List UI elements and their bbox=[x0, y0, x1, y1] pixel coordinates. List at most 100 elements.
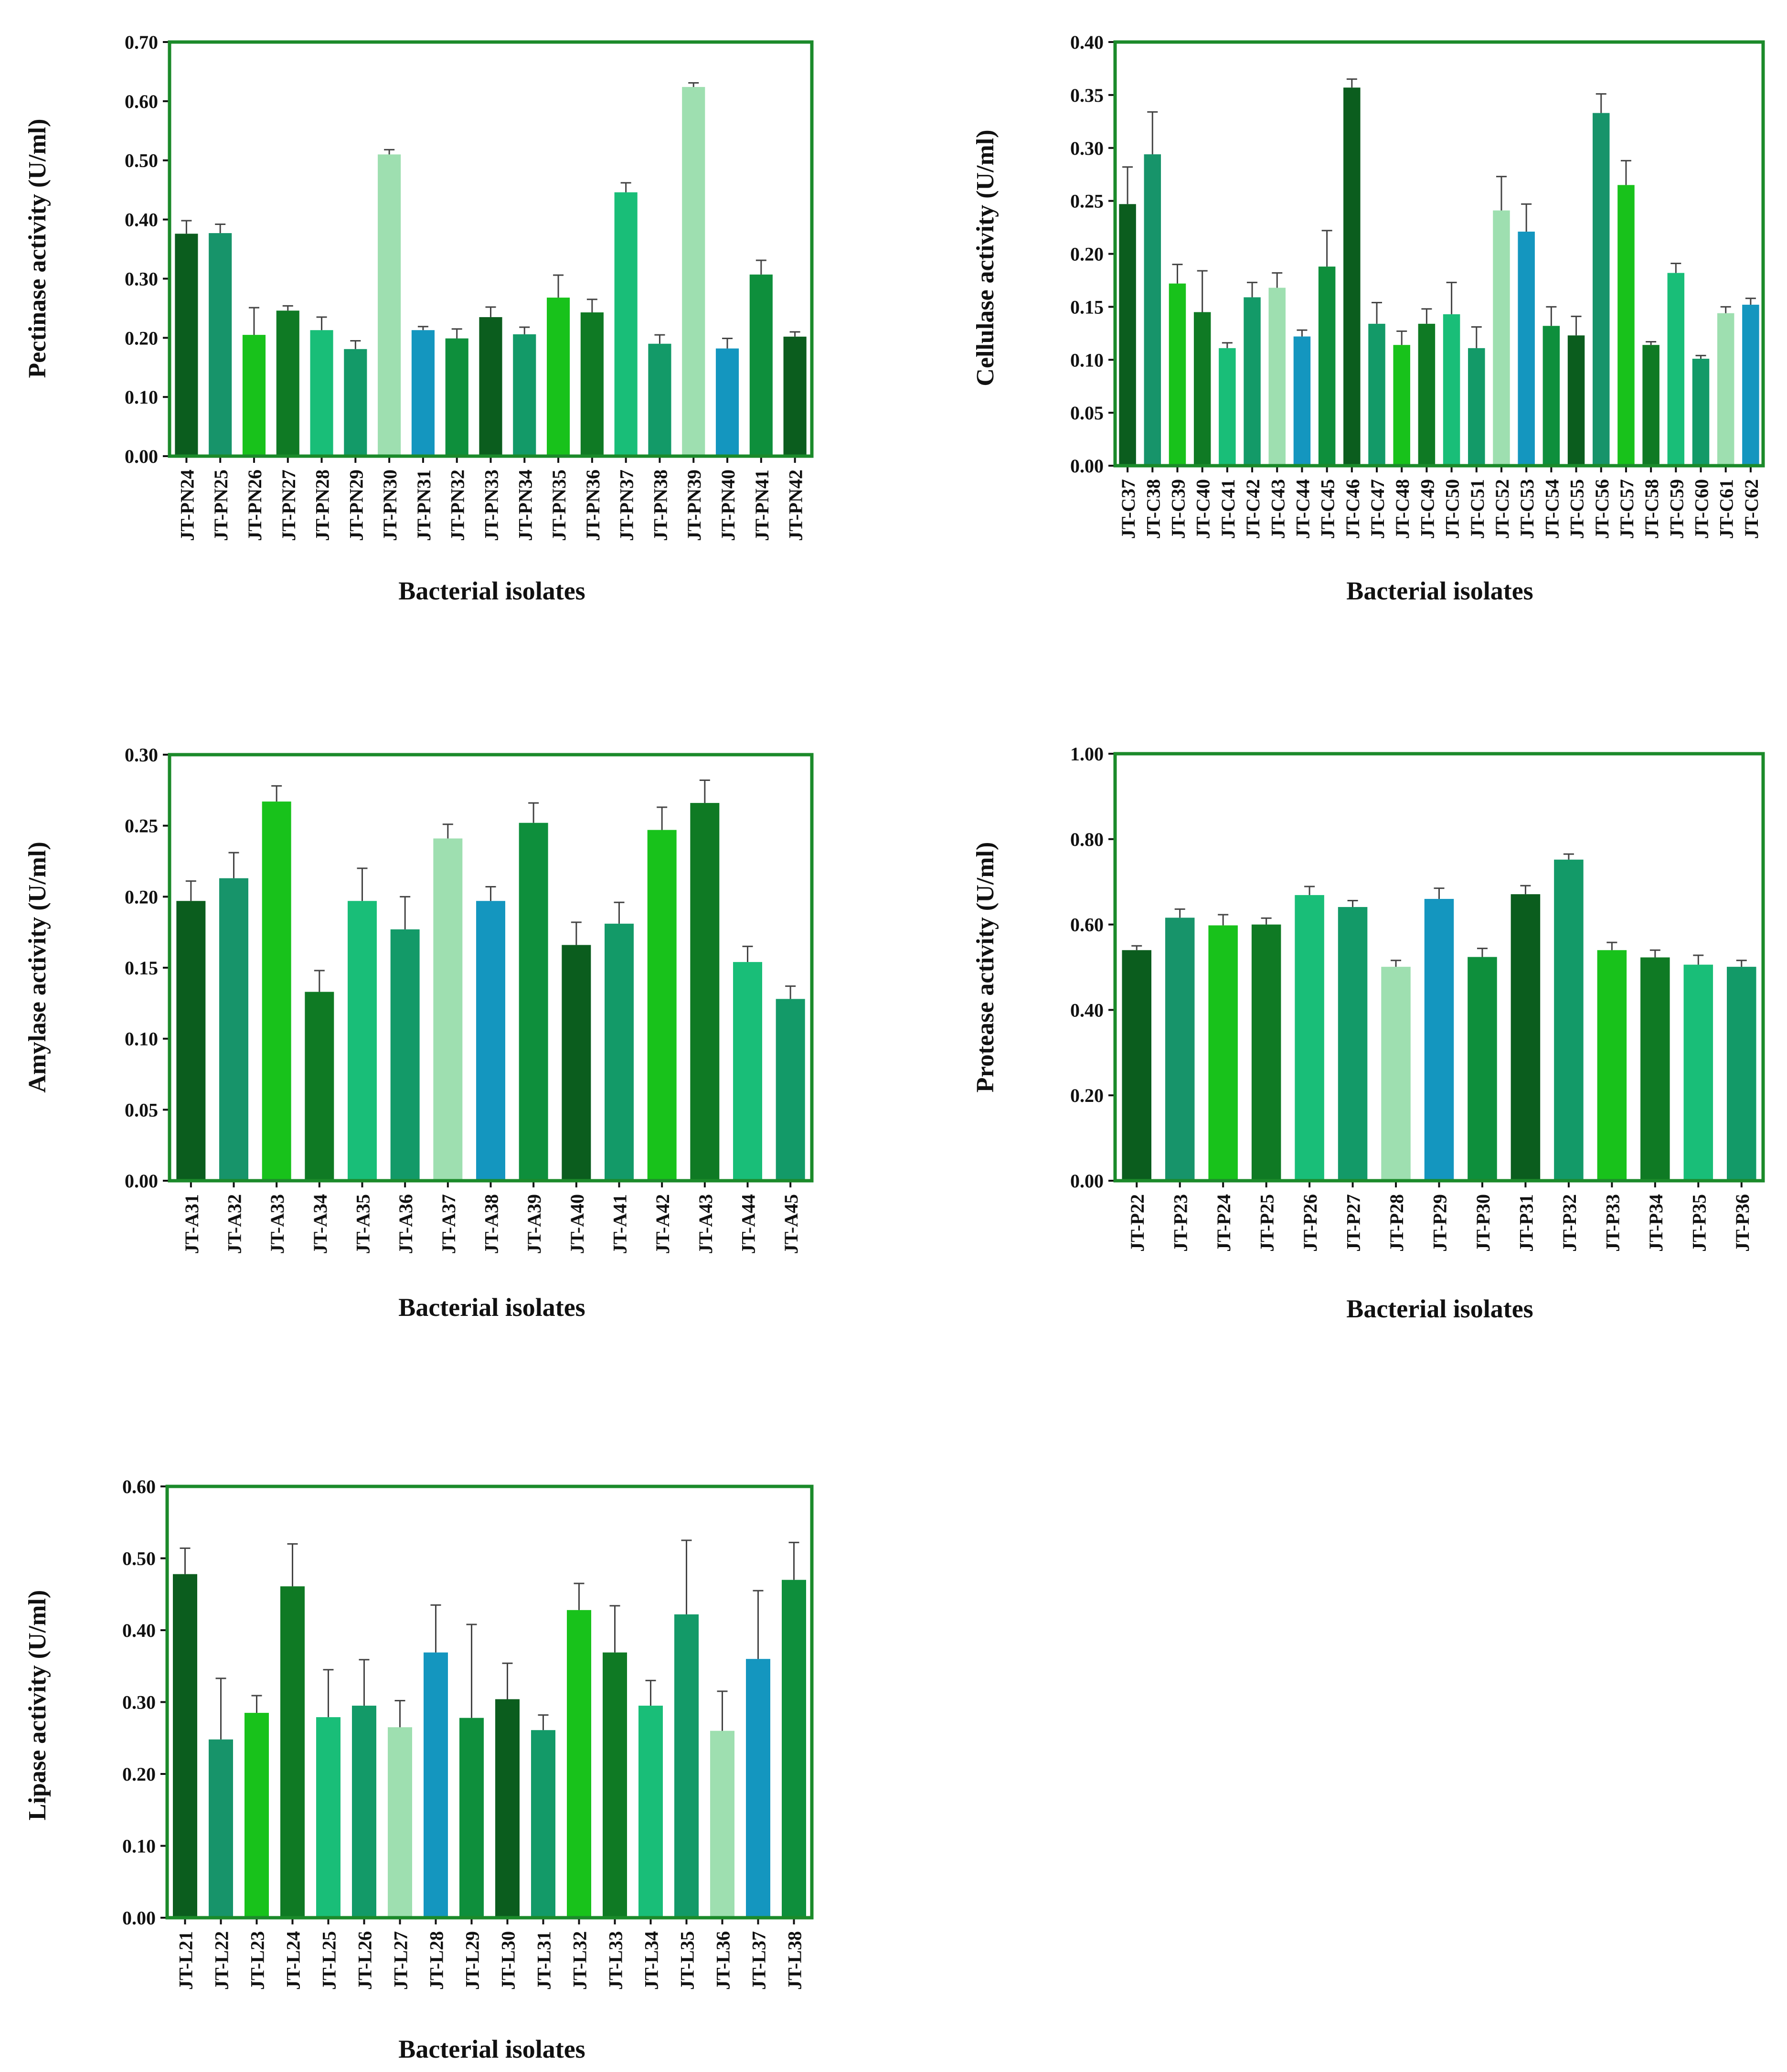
x-tick-label: JT-L27 bbox=[390, 1931, 412, 1990]
x-tick-label: JT-PN41 bbox=[751, 470, 773, 541]
x-tick-label: JT-C51 bbox=[1467, 479, 1488, 539]
bar bbox=[242, 335, 266, 456]
bar bbox=[614, 192, 638, 456]
x-tick-label: JT-PN34 bbox=[514, 470, 536, 541]
x-tick-label: JT-L23 bbox=[247, 1931, 268, 1990]
x-tick-label: JT-L34 bbox=[641, 1931, 662, 1990]
bar bbox=[176, 901, 206, 1181]
x-tick-label: JT-C43 bbox=[1267, 479, 1288, 539]
x-tick-label: JT-PN31 bbox=[413, 470, 435, 541]
bar bbox=[1692, 359, 1710, 466]
x-tick-label: JT-C39 bbox=[1167, 479, 1189, 539]
x-tick-label: JT-P26 bbox=[1299, 1194, 1321, 1252]
x-tick-label: JT-PN24 bbox=[176, 470, 198, 541]
x-tick-label: JT-P24 bbox=[1213, 1194, 1234, 1252]
x-tick-label: JT-A33 bbox=[266, 1194, 288, 1254]
bar bbox=[262, 801, 291, 1181]
x-tick-label: JT-PN27 bbox=[278, 470, 299, 541]
panel-amylase: Amylase activity (U/ml) Bacterial isolat… bbox=[24, 744, 814, 1322]
x-tick-label: JT-P27 bbox=[1343, 1194, 1364, 1252]
x-tick-label: JT-C61 bbox=[1716, 479, 1737, 539]
x-tick-label: JT-PN35 bbox=[548, 470, 570, 541]
x-tick-label: JT-A38 bbox=[481, 1194, 502, 1254]
x-tick-label: JT-C54 bbox=[1541, 479, 1563, 539]
x-tick-label: JT-L33 bbox=[605, 1931, 627, 1990]
bar bbox=[1338, 907, 1368, 1181]
bar bbox=[1193, 312, 1211, 466]
x-tick-label: JT-C47 bbox=[1367, 479, 1388, 539]
y-tick-label: 0.60 bbox=[1070, 914, 1104, 936]
y-tick-label: 0.40 bbox=[125, 209, 158, 231]
bar bbox=[682, 87, 705, 457]
plot-frame bbox=[168, 753, 814, 1183]
y-tick-label: 0.30 bbox=[1070, 138, 1104, 159]
bar bbox=[710, 1730, 734, 1918]
y-tick-label: 0.15 bbox=[125, 957, 158, 979]
x-tick-label: JT-PN42 bbox=[785, 470, 807, 541]
x-tick-label: JT-C41 bbox=[1217, 479, 1239, 539]
bar bbox=[531, 1730, 555, 1918]
x-tick-label: JT-PN40 bbox=[717, 470, 739, 541]
bar bbox=[1542, 326, 1560, 466]
x-tick-label: JT-A45 bbox=[780, 1194, 802, 1254]
x-tick-label: JT-A42 bbox=[652, 1194, 673, 1254]
x-tick-label: JT-A40 bbox=[566, 1194, 588, 1254]
bar bbox=[1122, 950, 1151, 1181]
bar bbox=[783, 336, 807, 456]
x-tick-label: JT-PN36 bbox=[582, 470, 604, 541]
bar bbox=[209, 233, 232, 456]
y-tick-label: 0.60 bbox=[122, 1476, 156, 1497]
x-tick-label: JT-P33 bbox=[1602, 1194, 1623, 1252]
bar bbox=[715, 348, 739, 456]
x-tick-label: JT-L28 bbox=[426, 1931, 447, 1990]
y-axis-label: Cellulase activity (U/ml) bbox=[972, 129, 999, 386]
y-tick-label: 0.20 bbox=[1070, 244, 1104, 265]
bar bbox=[1318, 267, 1336, 466]
x-tick-label: JT-C58 bbox=[1641, 479, 1662, 539]
x-tick-label: JT-PN30 bbox=[379, 470, 401, 541]
bar bbox=[1343, 87, 1361, 466]
x-tick-label: JT-PN28 bbox=[312, 470, 333, 541]
bar bbox=[749, 274, 773, 456]
y-tick-label: 0.40 bbox=[122, 1620, 156, 1641]
x-tick-label: JT-A31 bbox=[181, 1194, 202, 1254]
x-tick-label: JT-C57 bbox=[1616, 479, 1638, 539]
bar bbox=[605, 923, 634, 1181]
bar bbox=[316, 1717, 340, 1918]
panel-lipase: Lipase activity (U/ml) Bacterial isolate… bbox=[24, 1476, 814, 2063]
bar bbox=[433, 838, 463, 1181]
bar bbox=[547, 298, 570, 456]
x-tick-label: JT-A39 bbox=[523, 1194, 545, 1254]
x-tick-label: JT-P23 bbox=[1170, 1194, 1191, 1252]
x-tick-label: JT-L25 bbox=[319, 1931, 340, 1990]
bar bbox=[1165, 918, 1195, 1181]
x-tick-label: JT-A41 bbox=[609, 1194, 631, 1254]
x-tick-label: JT-L26 bbox=[354, 1931, 376, 1990]
y-tick-label: 0.15 bbox=[1070, 296, 1104, 318]
bar bbox=[1293, 336, 1311, 466]
bar bbox=[1727, 967, 1756, 1181]
y-tick-label: 0.20 bbox=[1070, 1085, 1104, 1106]
bar bbox=[1169, 283, 1186, 466]
y-tick-label: 0.00 bbox=[122, 1907, 156, 1929]
x-tick-label: JT-PN33 bbox=[481, 470, 502, 541]
y-tick-label: 0.40 bbox=[1070, 999, 1104, 1021]
y-tick-label: 0.10 bbox=[125, 1028, 158, 1050]
bar bbox=[562, 945, 591, 1181]
x-tick-label: JT-A34 bbox=[309, 1194, 331, 1254]
bar bbox=[776, 999, 805, 1181]
bar bbox=[209, 1739, 233, 1918]
x-tick-label: JT-C45 bbox=[1317, 479, 1339, 539]
bar bbox=[1468, 957, 1497, 1181]
x-axis-label: Bacterial isolates bbox=[1346, 1294, 1533, 1323]
x-axis-label: Bacterial isolates bbox=[398, 1293, 585, 1322]
bar bbox=[1381, 967, 1411, 1181]
x-tick-label: JT-PN39 bbox=[683, 470, 705, 541]
bar bbox=[219, 878, 248, 1181]
bar bbox=[1742, 304, 1759, 466]
bar bbox=[1597, 950, 1627, 1181]
bar bbox=[1567, 335, 1585, 466]
bar bbox=[1418, 323, 1436, 466]
x-tick-label: JT-C42 bbox=[1242, 479, 1264, 539]
